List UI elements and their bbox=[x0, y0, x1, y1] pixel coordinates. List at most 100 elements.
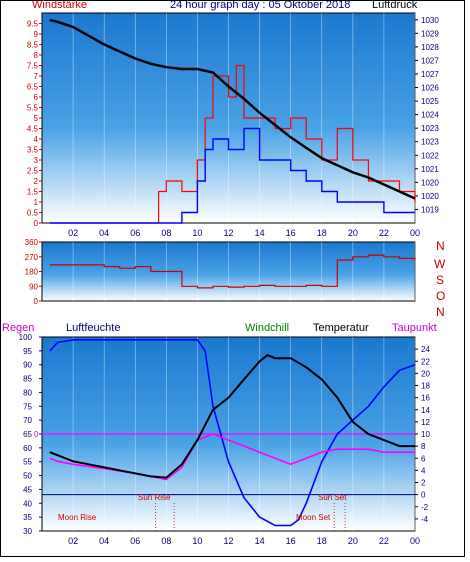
wind-y-tick-label: 1 bbox=[34, 198, 39, 207]
wind-y-tick-label: 8.5 bbox=[27, 41, 39, 50]
x-tick-label: 12 bbox=[223, 228, 233, 238]
pressure-y-tick-label: 1030 bbox=[421, 16, 439, 25]
humidity-y-tick-label: 30 bbox=[23, 527, 32, 536]
direction-y-tick-label: 180 bbox=[25, 268, 39, 277]
direction-label-s: S bbox=[436, 273, 444, 287]
temperature-y-tick-label: 8 bbox=[421, 442, 426, 451]
pressure-series bbox=[49, 18, 416, 200]
humidity-y-tick-label: 70 bbox=[23, 416, 32, 425]
humidity-y-tick-label: 80 bbox=[23, 388, 32, 397]
temperature-series bbox=[49, 354, 415, 479]
pressure-y-tick-label: 1020 bbox=[421, 192, 439, 201]
temperature-y-tick-label: 22 bbox=[421, 357, 430, 366]
wind-y-tick-label: 0 bbox=[34, 219, 39, 228]
wind-direction-series bbox=[49, 254, 416, 289]
temperature-y-tick-label: 4 bbox=[421, 466, 426, 475]
pressure-axis-title: Luftdruck bbox=[372, 0, 418, 11]
pressure-y-tick-label: 1019 bbox=[421, 205, 439, 214]
direction-y-tick-label: 0 bbox=[34, 297, 39, 306]
direction-label-n-bottom: N bbox=[436, 305, 445, 319]
pressure-y-tick-label: 1026 bbox=[421, 84, 439, 93]
x-tick-label: 20 bbox=[348, 228, 358, 238]
wind-y-tick-label: 2.5 bbox=[27, 167, 39, 176]
x-tick-label: 08 bbox=[161, 228, 171, 238]
wind-gust-series bbox=[49, 64, 416, 224]
wind-y-tick-label: 3 bbox=[34, 156, 39, 165]
pressure-y-tick-label: 1023 bbox=[421, 124, 439, 133]
humidity-y-tick-label: 35 bbox=[23, 513, 32, 522]
chart-title: 24 hour graph day : 05 Oktober 2018 bbox=[170, 0, 350, 11]
pressure-y-tick-label: 1020 bbox=[421, 178, 439, 187]
humidity-series bbox=[49, 338, 416, 527]
direction-y-tick-label: 270 bbox=[25, 253, 39, 262]
x-tick-label: 22 bbox=[379, 536, 389, 546]
humidity-y-tick-label: 100 bbox=[19, 333, 33, 342]
x-tick-label: 10 bbox=[192, 228, 202, 238]
temperature-y-tick-label: 14 bbox=[421, 406, 430, 415]
x-tick-label: 06 bbox=[130, 536, 140, 546]
humidity-y-tick-label: 55 bbox=[23, 458, 32, 467]
wind-y-tick-label: 9 bbox=[34, 30, 39, 39]
temperature-y-tick-label: 20 bbox=[421, 369, 430, 378]
temperature-y-tick-label: -2 bbox=[421, 503, 429, 512]
wind-y-tick-label: 5 bbox=[34, 114, 39, 123]
wind-average-series bbox=[49, 127, 415, 224]
wind-y-tick-label: 9.5 bbox=[27, 20, 39, 29]
pressure-y-tick-label: 1025 bbox=[421, 97, 439, 106]
temperature-y-tick-label: -4 bbox=[421, 515, 429, 524]
humidity-y-tick-label: 75 bbox=[23, 402, 32, 411]
moon-rise-label: Moon Rise bbox=[58, 513, 97, 522]
x-tick-label: 14 bbox=[255, 536, 265, 546]
x-tick-label: 16 bbox=[286, 228, 296, 238]
temperature-y-tick-label: 18 bbox=[421, 382, 430, 391]
pressure-y-tick-label: 1028 bbox=[421, 43, 439, 52]
x-tick-label: 04 bbox=[99, 536, 109, 546]
temperature-y-tick-label: 2 bbox=[421, 479, 426, 488]
temperature-y-tick-label: 24 bbox=[421, 345, 430, 354]
direction-label-n-top: N bbox=[436, 239, 445, 253]
sun-set-label: Sun Set bbox=[318, 493, 347, 502]
x-tick-label: 22 bbox=[379, 228, 389, 238]
temperature-y-tick-label: 10 bbox=[421, 430, 430, 439]
wind-y-tick-label: 3.5 bbox=[27, 146, 39, 155]
x-tick-label: 18 bbox=[317, 536, 327, 546]
humidity-y-tick-label: 95 bbox=[23, 347, 32, 356]
x-tick-label: 14 bbox=[255, 228, 265, 238]
wind-y-tick-label: 6 bbox=[34, 93, 39, 102]
x-tick-label: 00 bbox=[410, 536, 420, 546]
x-tick-label: 16 bbox=[286, 536, 296, 546]
rain-zero-marker: 0 bbox=[34, 430, 39, 439]
humidity-y-tick-label: 85 bbox=[23, 375, 32, 384]
pressure-y-tick-label: 1027 bbox=[421, 70, 439, 79]
pressure-y-tick-label: 1024 bbox=[421, 111, 439, 120]
x-tick-label: 02 bbox=[68, 228, 78, 238]
temperature-y-tick-label: 16 bbox=[421, 394, 430, 403]
direction-y-tick-label: 90 bbox=[29, 282, 38, 291]
pressure-y-tick-label: 1023 bbox=[421, 138, 439, 147]
temperature-y-tick-label: 0 bbox=[421, 491, 426, 500]
luftfeuchte-label: Luftfeuchte bbox=[66, 322, 120, 334]
temperature-y-tick-label: 6 bbox=[421, 454, 426, 463]
humidity-y-tick-label: 90 bbox=[23, 361, 32, 370]
direction-label-o: O bbox=[436, 289, 445, 303]
wind-y-tick-label: 1.5 bbox=[27, 188, 39, 197]
pressure-y-tick-label: 1021 bbox=[421, 165, 439, 174]
humidity-y-tick-label: 45 bbox=[23, 485, 32, 494]
temperature-y-tick-label: 12 bbox=[421, 418, 430, 427]
temperatur-label: Temperatur bbox=[313, 322, 369, 334]
x-tick-label: 00 bbox=[410, 228, 420, 238]
x-tick-label: 12 bbox=[223, 536, 233, 546]
direction-label-w: W bbox=[434, 257, 446, 271]
x-tick-label: 18 bbox=[317, 228, 327, 238]
wind-y-tick-label: 4.5 bbox=[27, 125, 39, 134]
x-tick-label: 10 bbox=[192, 536, 202, 546]
windchill-label: Windchill bbox=[245, 322, 289, 334]
x-tick-label: 08 bbox=[161, 536, 171, 546]
regen-label: Regen bbox=[2, 322, 34, 334]
wind-y-tick-label: 4 bbox=[34, 135, 39, 144]
taupunkt-label: Taupunkt bbox=[392, 322, 437, 334]
humidity-y-tick-label: 40 bbox=[23, 499, 32, 508]
wind-y-tick-label: 7 bbox=[34, 72, 39, 81]
